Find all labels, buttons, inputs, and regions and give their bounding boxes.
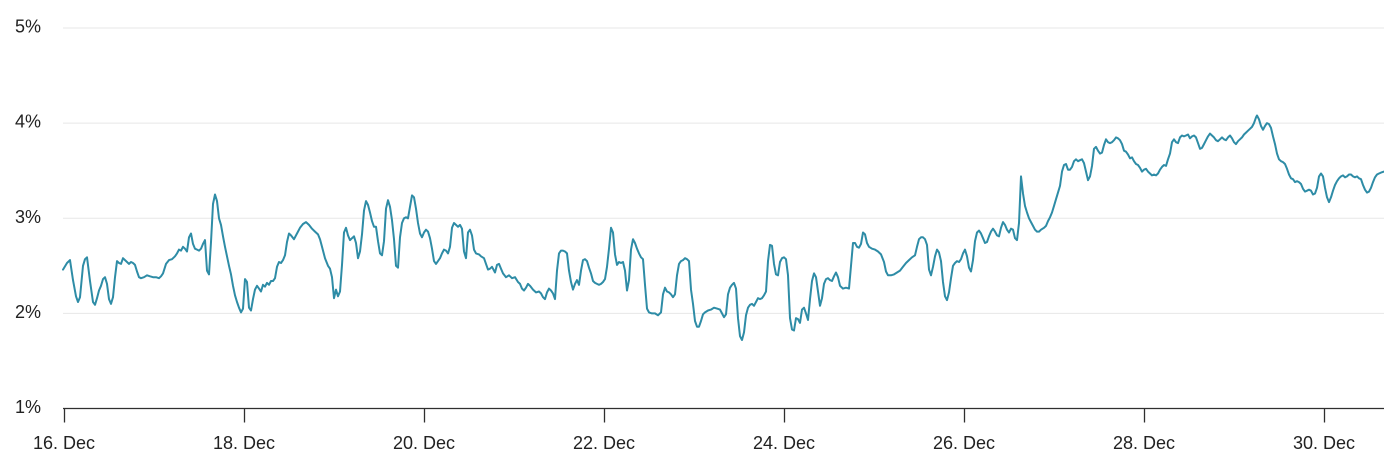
x-axis-group: 16. Dec 18. Dec 20. Dec 22. Dec 24. Dec 26. D…	[33, 407, 1384, 453]
series-group	[62, 114, 1384, 341]
y-axis-label-4pct: 4%	[15, 112, 41, 132]
y-axis-label-5pct: 5%	[15, 17, 41, 37]
gridlines-group	[63, 27, 1384, 314]
x-axis-label-18-dec: 18. Dec	[213, 433, 275, 453]
y-axis-label-2pct: 2%	[15, 302, 41, 322]
x-axis-label-26-dec: 26. Dec	[933, 433, 995, 453]
x-axis-label-24-dec: 24. Dec	[753, 433, 815, 453]
x-axis-label-22-dec: 22. Dec	[573, 433, 635, 453]
x-axis-label-28-dec: 28. Dec	[1113, 433, 1175, 453]
y-axis-labels-group: 5% 4% 3% 2% 1%	[15, 17, 41, 418]
x-axis-label-30-dec: 30. Dec	[1293, 433, 1355, 453]
x-axis-label-20-dec: 20. Dec	[393, 433, 455, 453]
y-axis-label-1pct: 1%	[15, 397, 41, 417]
y-axis-label-3pct: 3%	[15, 207, 41, 227]
series-line-percent-rate[interactable]	[62, 114, 1384, 341]
x-axis-label-16-dec: 16. Dec	[33, 433, 95, 453]
